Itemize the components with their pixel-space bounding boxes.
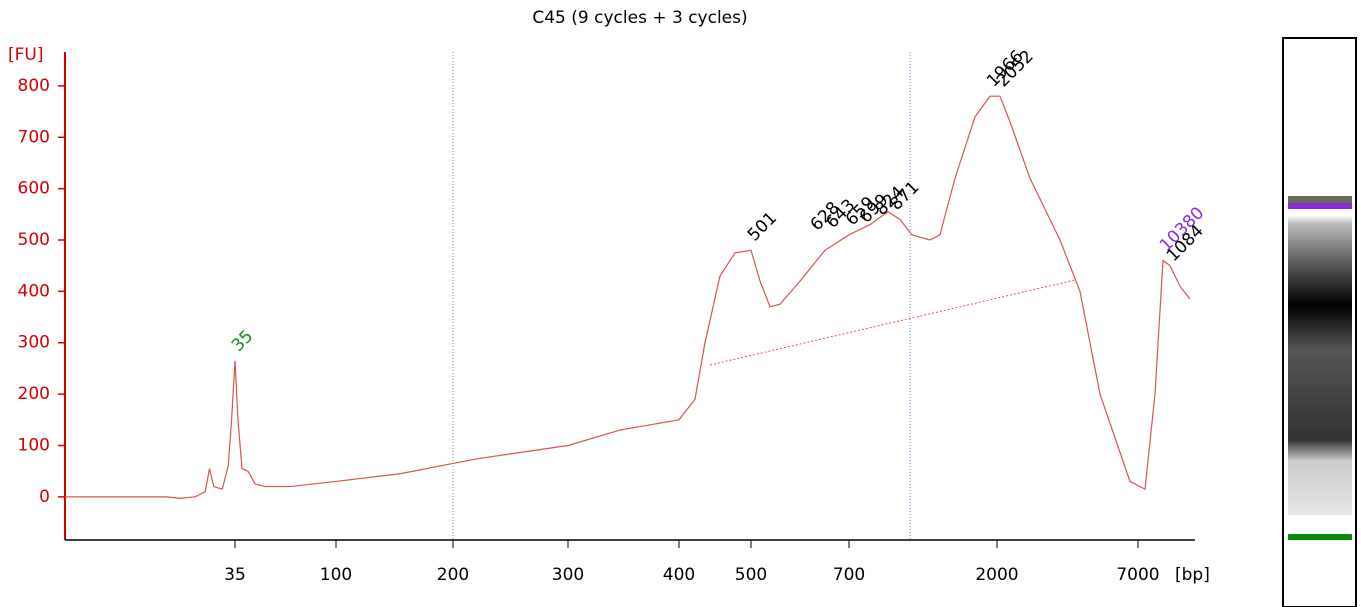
x-tick-label: 7000 [1116, 565, 1159, 585]
x-tick-label: 700 [833, 565, 865, 585]
x-tick-label: 200 [437, 565, 469, 585]
y-tick-label: 700 [18, 127, 50, 147]
x-tick-label: 300 [552, 565, 584, 585]
gel-band [1288, 534, 1352, 540]
data-line [65, 95, 1191, 499]
y-axis-label: [FU] [8, 45, 44, 65]
x-axis-label: [bp] [1175, 565, 1210, 585]
x-tick-label: 2000 [975, 565, 1018, 585]
y-tick-label: 800 [18, 76, 50, 96]
baseline [709, 279, 1076, 366]
gel-smear [1288, 215, 1352, 515]
gel-band [1288, 196, 1352, 204]
peak-label: 501 [744, 208, 781, 245]
y-tick-label: 300 [18, 333, 50, 353]
x-tick-label: 100 [320, 565, 352, 585]
y-tick-label: 0 [39, 487, 50, 507]
x-tick-label: 500 [735, 565, 767, 585]
y-tick-label: 200 [18, 384, 50, 404]
chart-title: C45 (9 cycles + 3 cycles) [532, 8, 747, 28]
y-tick-label: 500 [18, 230, 50, 250]
peak-label: 35 [228, 326, 257, 355]
y-tick-label: 600 [18, 179, 50, 199]
y-tick-label: 100 [18, 435, 50, 455]
gel-band [1288, 203, 1352, 209]
x-tick-label: 35 [224, 565, 246, 585]
x-tick-label: 400 [663, 565, 695, 585]
y-tick-label: 400 [18, 281, 50, 301]
